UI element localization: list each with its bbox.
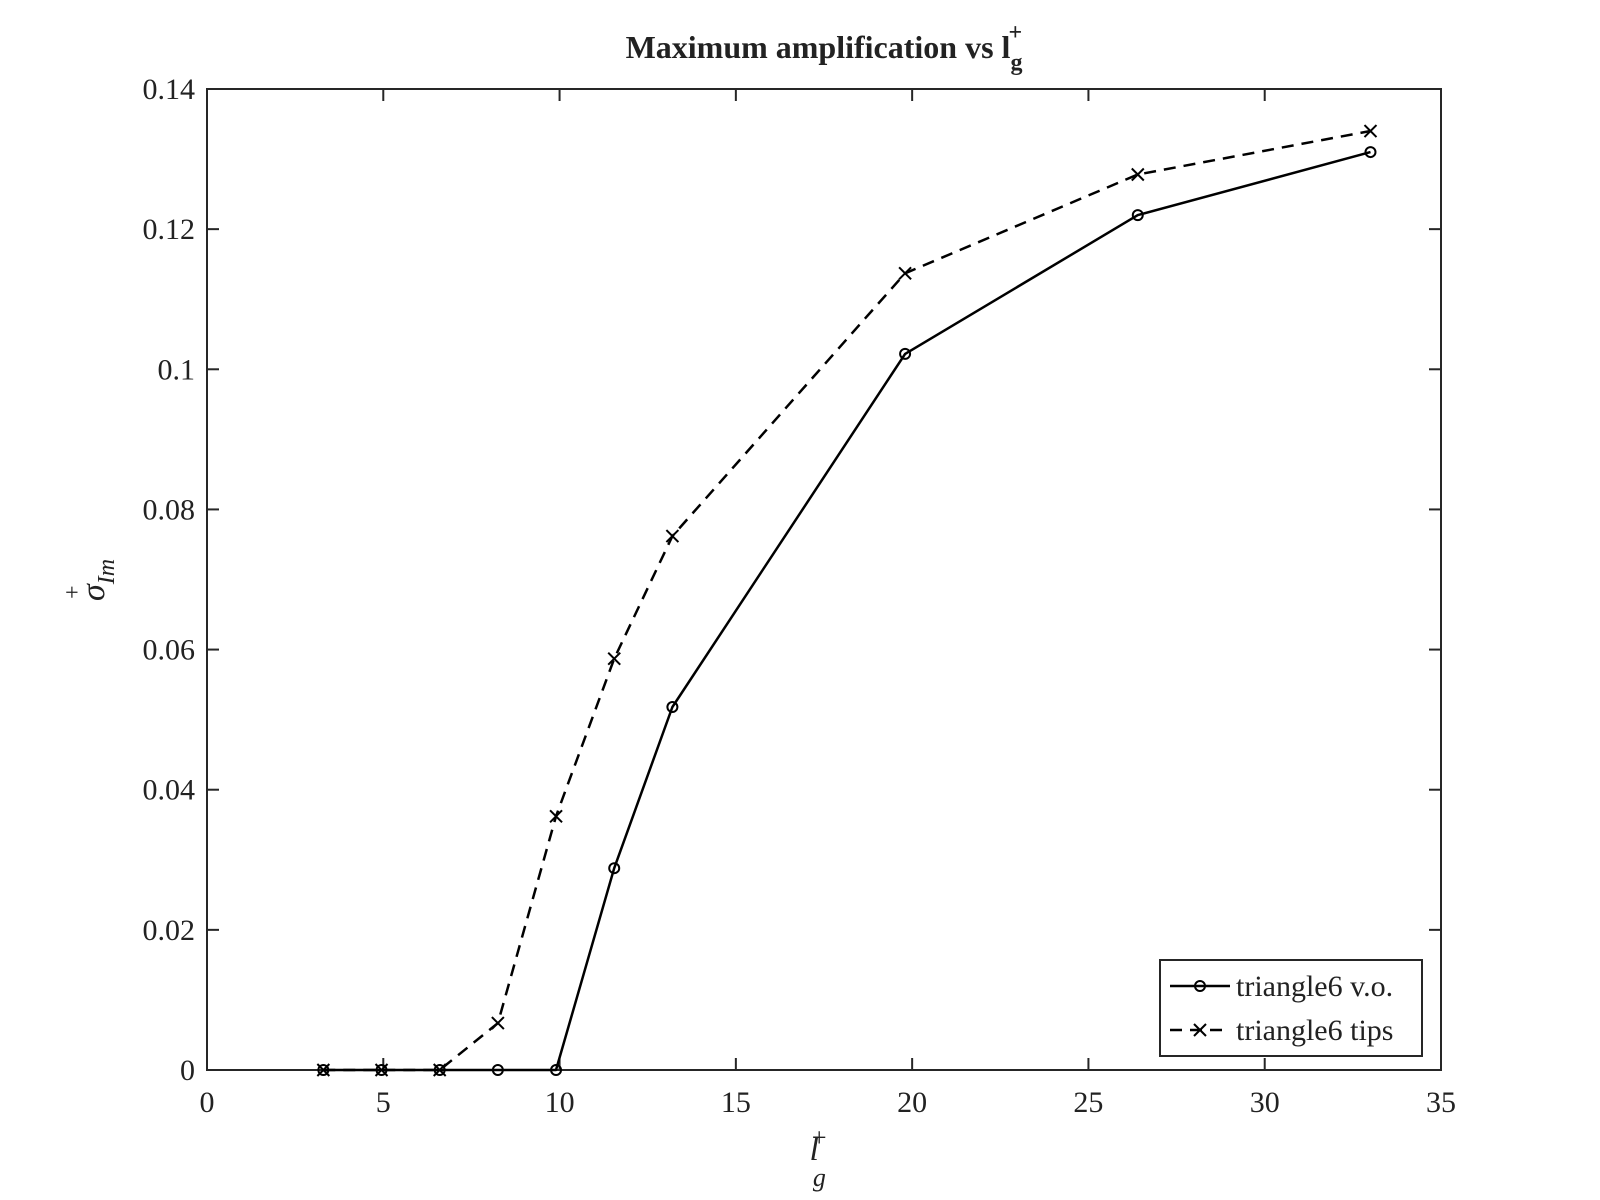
data-point-circle <box>666 701 679 714</box>
data-point-x <box>607 651 621 666</box>
legend-label-vo: triangle6 v.o. <box>1236 970 1393 1003</box>
y-tick-label: 0.12 <box>143 213 196 246</box>
data-point-x <box>491 1016 505 1030</box>
x-tick-label: 20 <box>897 1086 927 1119</box>
data-point-x <box>316 1063 331 1077</box>
legend-marker-x <box>1193 1023 1207 1037</box>
data-point-x <box>898 266 912 280</box>
y-axis-label: σIm+ <box>60 559 120 601</box>
axis-ticks: 0 5 10 15 20 25 30 35 0 0.02 0.04 0.06 0.08 0.1 0.12 0.… <box>143 73 1457 1119</box>
y-tick-label: 0.02 <box>143 914 196 947</box>
y-tick-label: 0 <box>180 1054 195 1087</box>
x-tick-label: 25 <box>1073 1086 1103 1119</box>
data-point-x <box>374 1063 389 1077</box>
legend-marker-circle <box>1194 980 1206 992</box>
chart-title: Maximum amplification vs lg+ <box>626 20 1023 76</box>
data-point-x <box>549 809 563 824</box>
legend: triangle6 v.o. triangle6 tips <box>1159 959 1423 1057</box>
x-axis-label: l g+ <box>809 1123 826 1192</box>
y-tick-label: 0.06 <box>143 634 196 667</box>
y-tick-label: 0.1 <box>158 353 196 386</box>
data-point-circle <box>550 1064 563 1076</box>
series-line-1 <box>323 129 1371 1072</box>
y-tick-label: 0.04 <box>143 774 196 807</box>
data-point-circle <box>491 1064 504 1076</box>
x-tick-label: 30 <box>1250 1086 1280 1119</box>
legend-box <box>1159 959 1423 1057</box>
plot-area <box>206 88 1442 1071</box>
x-tick-label: 35 <box>1426 1086 1456 1119</box>
data-point-circle <box>899 347 912 360</box>
data-point-x <box>665 529 680 543</box>
x-tick-label: 5 <box>376 1086 391 1119</box>
data-point-x <box>1363 124 1378 138</box>
x-tick-label: 10 <box>545 1086 575 1119</box>
y-tick-label: 0.14 <box>143 73 196 106</box>
data-point-x <box>1131 167 1145 182</box>
data-point-circle <box>1131 209 1144 222</box>
data-point-circle <box>608 862 621 875</box>
x-tick-label: 0 <box>200 1086 215 1119</box>
data-point-x <box>432 1063 447 1077</box>
y-tick-label: 0.08 <box>143 493 196 526</box>
legend-label-tips: triangle6 tips <box>1236 1014 1393 1047</box>
series-layer <box>316 124 1378 1077</box>
x-tick-label: 15 <box>721 1086 751 1119</box>
data-point-circle <box>1364 146 1377 159</box>
